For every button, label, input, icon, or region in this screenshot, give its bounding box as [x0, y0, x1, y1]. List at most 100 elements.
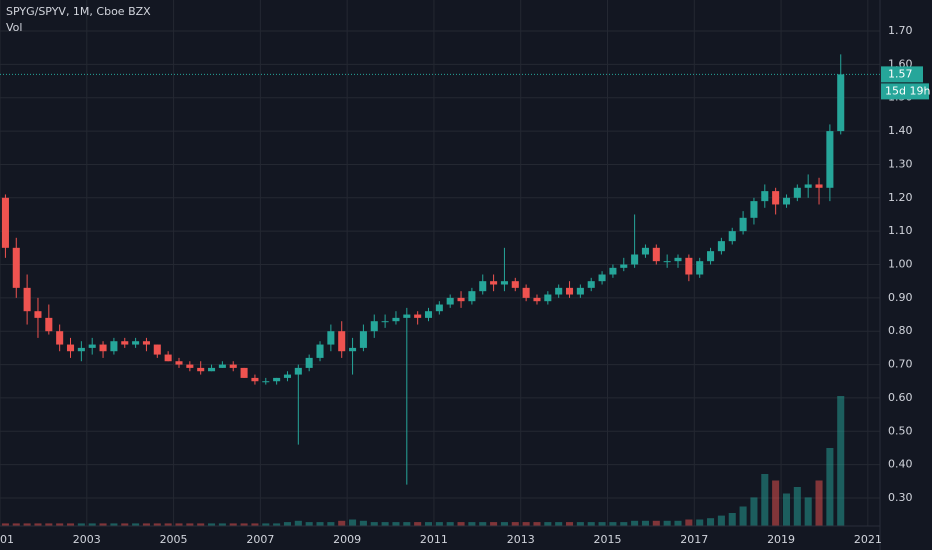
y-tick-label: 1.70: [888, 24, 913, 37]
volume-bar: [479, 522, 487, 526]
volume-bar: [707, 518, 715, 526]
candle-body: [707, 251, 715, 262]
volume-bar: [576, 522, 584, 526]
y-tick-label: 0.90: [888, 291, 913, 304]
candle-body: [197, 367, 205, 372]
candle-body: [446, 297, 454, 305]
volume-bar: [424, 522, 433, 526]
x-tick-label: 2019: [767, 533, 795, 546]
y-tick-label: 0.40: [888, 458, 913, 471]
volume-bar: [555, 522, 563, 526]
x-tick-label: 2013: [507, 533, 535, 546]
candle-body: [240, 367, 248, 378]
candle-body: [772, 191, 780, 205]
candle-body: [435, 304, 443, 312]
volume-bar: [739, 506, 747, 526]
volume-bar: [359, 520, 367, 526]
countdown-label: 15d 19h: [885, 84, 930, 97]
candle-body: [349, 347, 357, 352]
candle-body: [88, 344, 96, 348]
y-tick-label: 0.80: [888, 324, 913, 337]
candle-body: [457, 297, 465, 302]
volume-bar: [208, 523, 216, 526]
x-tick-label: 2007: [246, 533, 274, 546]
volume-bar: [66, 523, 75, 526]
candle-body: [66, 344, 75, 352]
volume-bar: [110, 523, 118, 526]
volume-bar: [392, 522, 400, 526]
y-tick-label: 0.30: [888, 491, 913, 504]
candle-body: [522, 287, 530, 298]
candle-body: [424, 311, 433, 318]
volume-bar: [403, 522, 411, 526]
volume-bar: [631, 520, 639, 526]
volume-label: Vol: [6, 21, 22, 34]
candle-body: [381, 321, 389, 323]
countdown-box: [881, 83, 929, 100]
candle-body: [804, 184, 812, 188]
x-tick-label: 2015: [593, 533, 621, 546]
plot: [1, 54, 845, 526]
y-tick-label: 0.50: [888, 424, 913, 437]
volume-bar: [12, 523, 20, 526]
volume-bar: [826, 448, 834, 526]
volume-bar: [674, 520, 682, 526]
candle-body: [121, 341, 129, 345]
volume-bar: [294, 520, 302, 526]
y-tick-label: 1.00: [888, 258, 913, 271]
volume-bar: [457, 522, 465, 526]
candle-body: [403, 314, 411, 318]
candle-body: [598, 274, 606, 282]
volume-bar: [566, 522, 574, 526]
volume-bar: [240, 523, 248, 526]
volume-bar: [490, 522, 498, 526]
volume-bar: [164, 523, 172, 526]
volume-bar: [446, 522, 454, 526]
volume-bar: [142, 523, 150, 526]
volume-bar: [381, 522, 389, 526]
volume-bar: [435, 522, 443, 526]
candle-body: [251, 377, 259, 382]
candle-body: [77, 347, 85, 352]
volume-bar: [620, 522, 628, 526]
candle-body: [826, 131, 834, 188]
candle-body: [45, 317, 53, 332]
volume-bar: [349, 519, 357, 526]
candle-body: [218, 364, 226, 368]
candle-body: [696, 261, 704, 275]
candle-body: [359, 331, 367, 348]
y-tick-label: 1.10: [888, 224, 913, 237]
candle-body: [262, 381, 270, 383]
volume-bar: [121, 523, 129, 526]
candle-body: [283, 374, 292, 378]
volume-bar: [251, 523, 259, 526]
volume-bar: [45, 523, 53, 526]
last-price-label: 1.57: [888, 67, 913, 80]
candle-body: [500, 281, 508, 285]
volume-bar: [370, 522, 378, 526]
candle-body: [110, 341, 118, 352]
volume-bar: [99, 523, 107, 526]
x-tick-label: 01: [0, 533, 14, 546]
volume-bar: [663, 520, 671, 526]
volume-bar: [500, 522, 508, 526]
candle-body: [685, 257, 693, 275]
volume-bar: [587, 522, 595, 526]
candle-body: [750, 201, 758, 218]
candle-body: [511, 281, 519, 288]
candle-body: [12, 247, 20, 288]
candle-body: [674, 257, 682, 262]
volume-bar: [522, 522, 530, 526]
candle-body: [566, 287, 574, 295]
candle-body: [641, 247, 649, 255]
volume-bar: [56, 523, 64, 526]
y-tick-label: 1.40: [888, 124, 913, 137]
y-tick-label: 0.70: [888, 358, 913, 371]
candle-body: [793, 187, 801, 198]
candle-body: [609, 267, 617, 275]
volume-bar: [793, 487, 801, 526]
candle-body: [229, 364, 237, 368]
candle-body: [414, 314, 422, 318]
candle-body: [587, 281, 595, 288]
